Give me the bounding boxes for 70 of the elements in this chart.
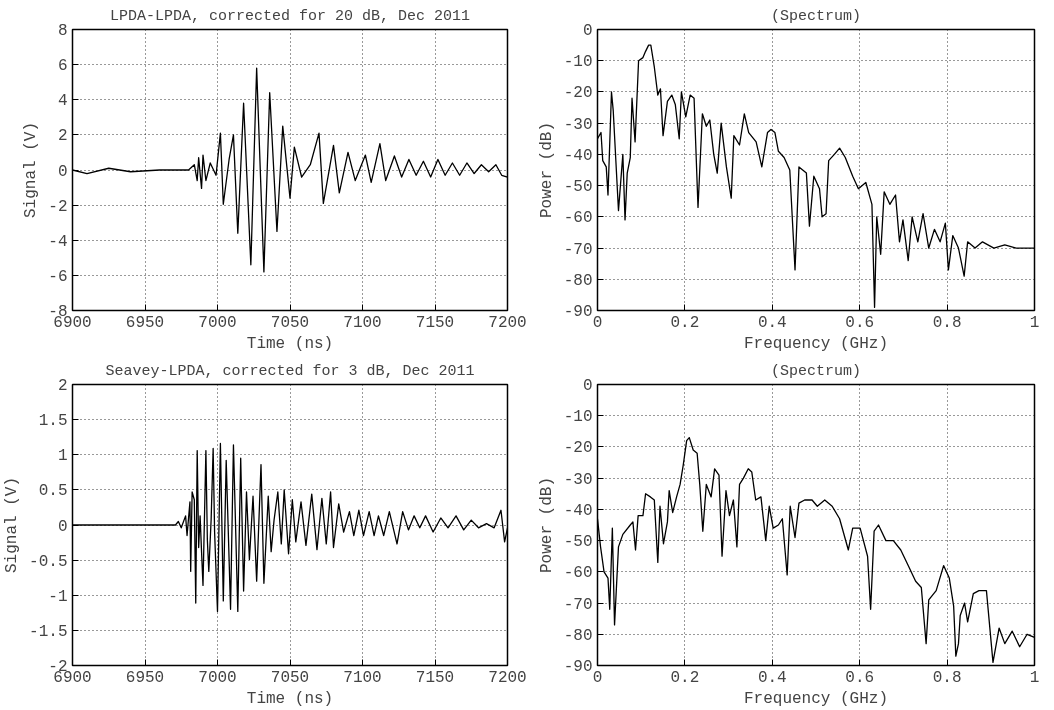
x-axis-title: Time (ns) xyxy=(246,689,334,708)
y-tick-label: -30 xyxy=(563,115,593,134)
y-axis-title: Power (dB) xyxy=(537,121,556,219)
y-tick-label: -70 xyxy=(563,595,593,614)
y-tick-label: -10 xyxy=(563,408,593,427)
x-tick-label: 1 xyxy=(1029,313,1040,332)
y-tick-label: 0.5 xyxy=(38,482,68,501)
y-tick-label: 0 xyxy=(582,22,593,40)
y-tick-label: -30 xyxy=(563,470,593,489)
y-tick-label: -4 xyxy=(48,232,68,251)
y-axis-title: Power (dB) xyxy=(537,476,556,574)
x-tick-label: 7000 xyxy=(198,313,237,332)
y-tick-label: -6 xyxy=(48,267,68,286)
y-tick-label: -80 xyxy=(563,271,593,290)
y-tick-label: 0 xyxy=(57,162,68,181)
chart-title: Seavey-LPDA, corrected for 3 dB, Dec 2011 xyxy=(105,362,475,380)
y-tick-label: -50 xyxy=(563,178,593,197)
x-tick-label: 7150 xyxy=(415,668,455,687)
y-tick-label: -40 xyxy=(563,501,593,520)
x-tick-label: 7000 xyxy=(198,668,237,687)
y-tick-label: -90 xyxy=(563,658,593,676)
chart-title: (Spectrum) xyxy=(770,7,862,25)
x-tick-label: 0.8 xyxy=(932,668,962,687)
x-tick-label: 0.4 xyxy=(757,313,787,332)
y-tick-label: -40 xyxy=(563,146,593,165)
x-axis-title: Frequency (GHz) xyxy=(743,334,889,353)
x-tick-label: 7050 xyxy=(270,668,310,687)
x-tick-label: 7100 xyxy=(343,668,382,687)
x-axis-title: Time (ns) xyxy=(246,334,334,353)
x-tick-label: 0.8 xyxy=(932,313,962,332)
y-tick-label: 6 xyxy=(57,57,68,76)
x-tick-label: 1 xyxy=(1029,668,1040,687)
y-tick-label: -80 xyxy=(563,626,593,645)
y-tick-label: -60 xyxy=(563,564,593,583)
y-tick-label: 1.5 xyxy=(38,412,68,431)
y-tick-label: -20 xyxy=(563,439,593,458)
y-tick-label: -1.5 xyxy=(29,622,68,641)
y-tick-label: 0 xyxy=(582,377,593,395)
x-tick-label: 7200 xyxy=(488,313,527,332)
x-tick-label: 0.6 xyxy=(845,668,875,687)
x-tick-label: 7200 xyxy=(488,668,527,687)
chart-title: LPDA-LPDA, corrected for 20 dB, Dec 2011 xyxy=(109,7,471,25)
y-tick-label: -20 xyxy=(563,84,593,103)
y-tick-label: -10 xyxy=(563,53,593,72)
y-tick-label: 4 xyxy=(57,92,68,111)
x-tick-label: 0.4 xyxy=(757,668,787,687)
x-tick-label: 0.6 xyxy=(845,313,875,332)
y-axis-title: Signal (V) xyxy=(22,121,41,219)
y-tick-label: 2 xyxy=(57,377,68,395)
y-tick-label: -0.5 xyxy=(29,552,68,571)
y-tick-label: -50 xyxy=(563,533,593,552)
x-tick-label: 0.2 xyxy=(670,313,700,332)
x-tick-label: 0.2 xyxy=(670,668,700,687)
y-tick-label: 2 xyxy=(57,127,68,146)
y-tick-label: 8 xyxy=(57,22,68,40)
x-tick-label: 6950 xyxy=(125,668,165,687)
y-tick-label: -60 xyxy=(563,209,593,228)
y-tick-label: -90 xyxy=(563,303,593,321)
x-tick-label: 6950 xyxy=(125,313,165,332)
x-tick-label: 7150 xyxy=(415,313,455,332)
x-tick-label: 7050 xyxy=(270,313,310,332)
y-tick-label: -70 xyxy=(563,240,593,259)
x-axis-title: Frequency (GHz) xyxy=(743,689,889,708)
y-tick-label: 0 xyxy=(57,517,68,536)
y-tick-label: -1 xyxy=(48,587,68,606)
y-tick-label: 1 xyxy=(57,447,68,466)
y-tick-label: -2 xyxy=(48,197,68,216)
y-axis-title: Signal (V) xyxy=(3,476,22,574)
x-tick-label: 7100 xyxy=(343,313,382,332)
chart-title: (Spectrum) xyxy=(770,362,862,380)
